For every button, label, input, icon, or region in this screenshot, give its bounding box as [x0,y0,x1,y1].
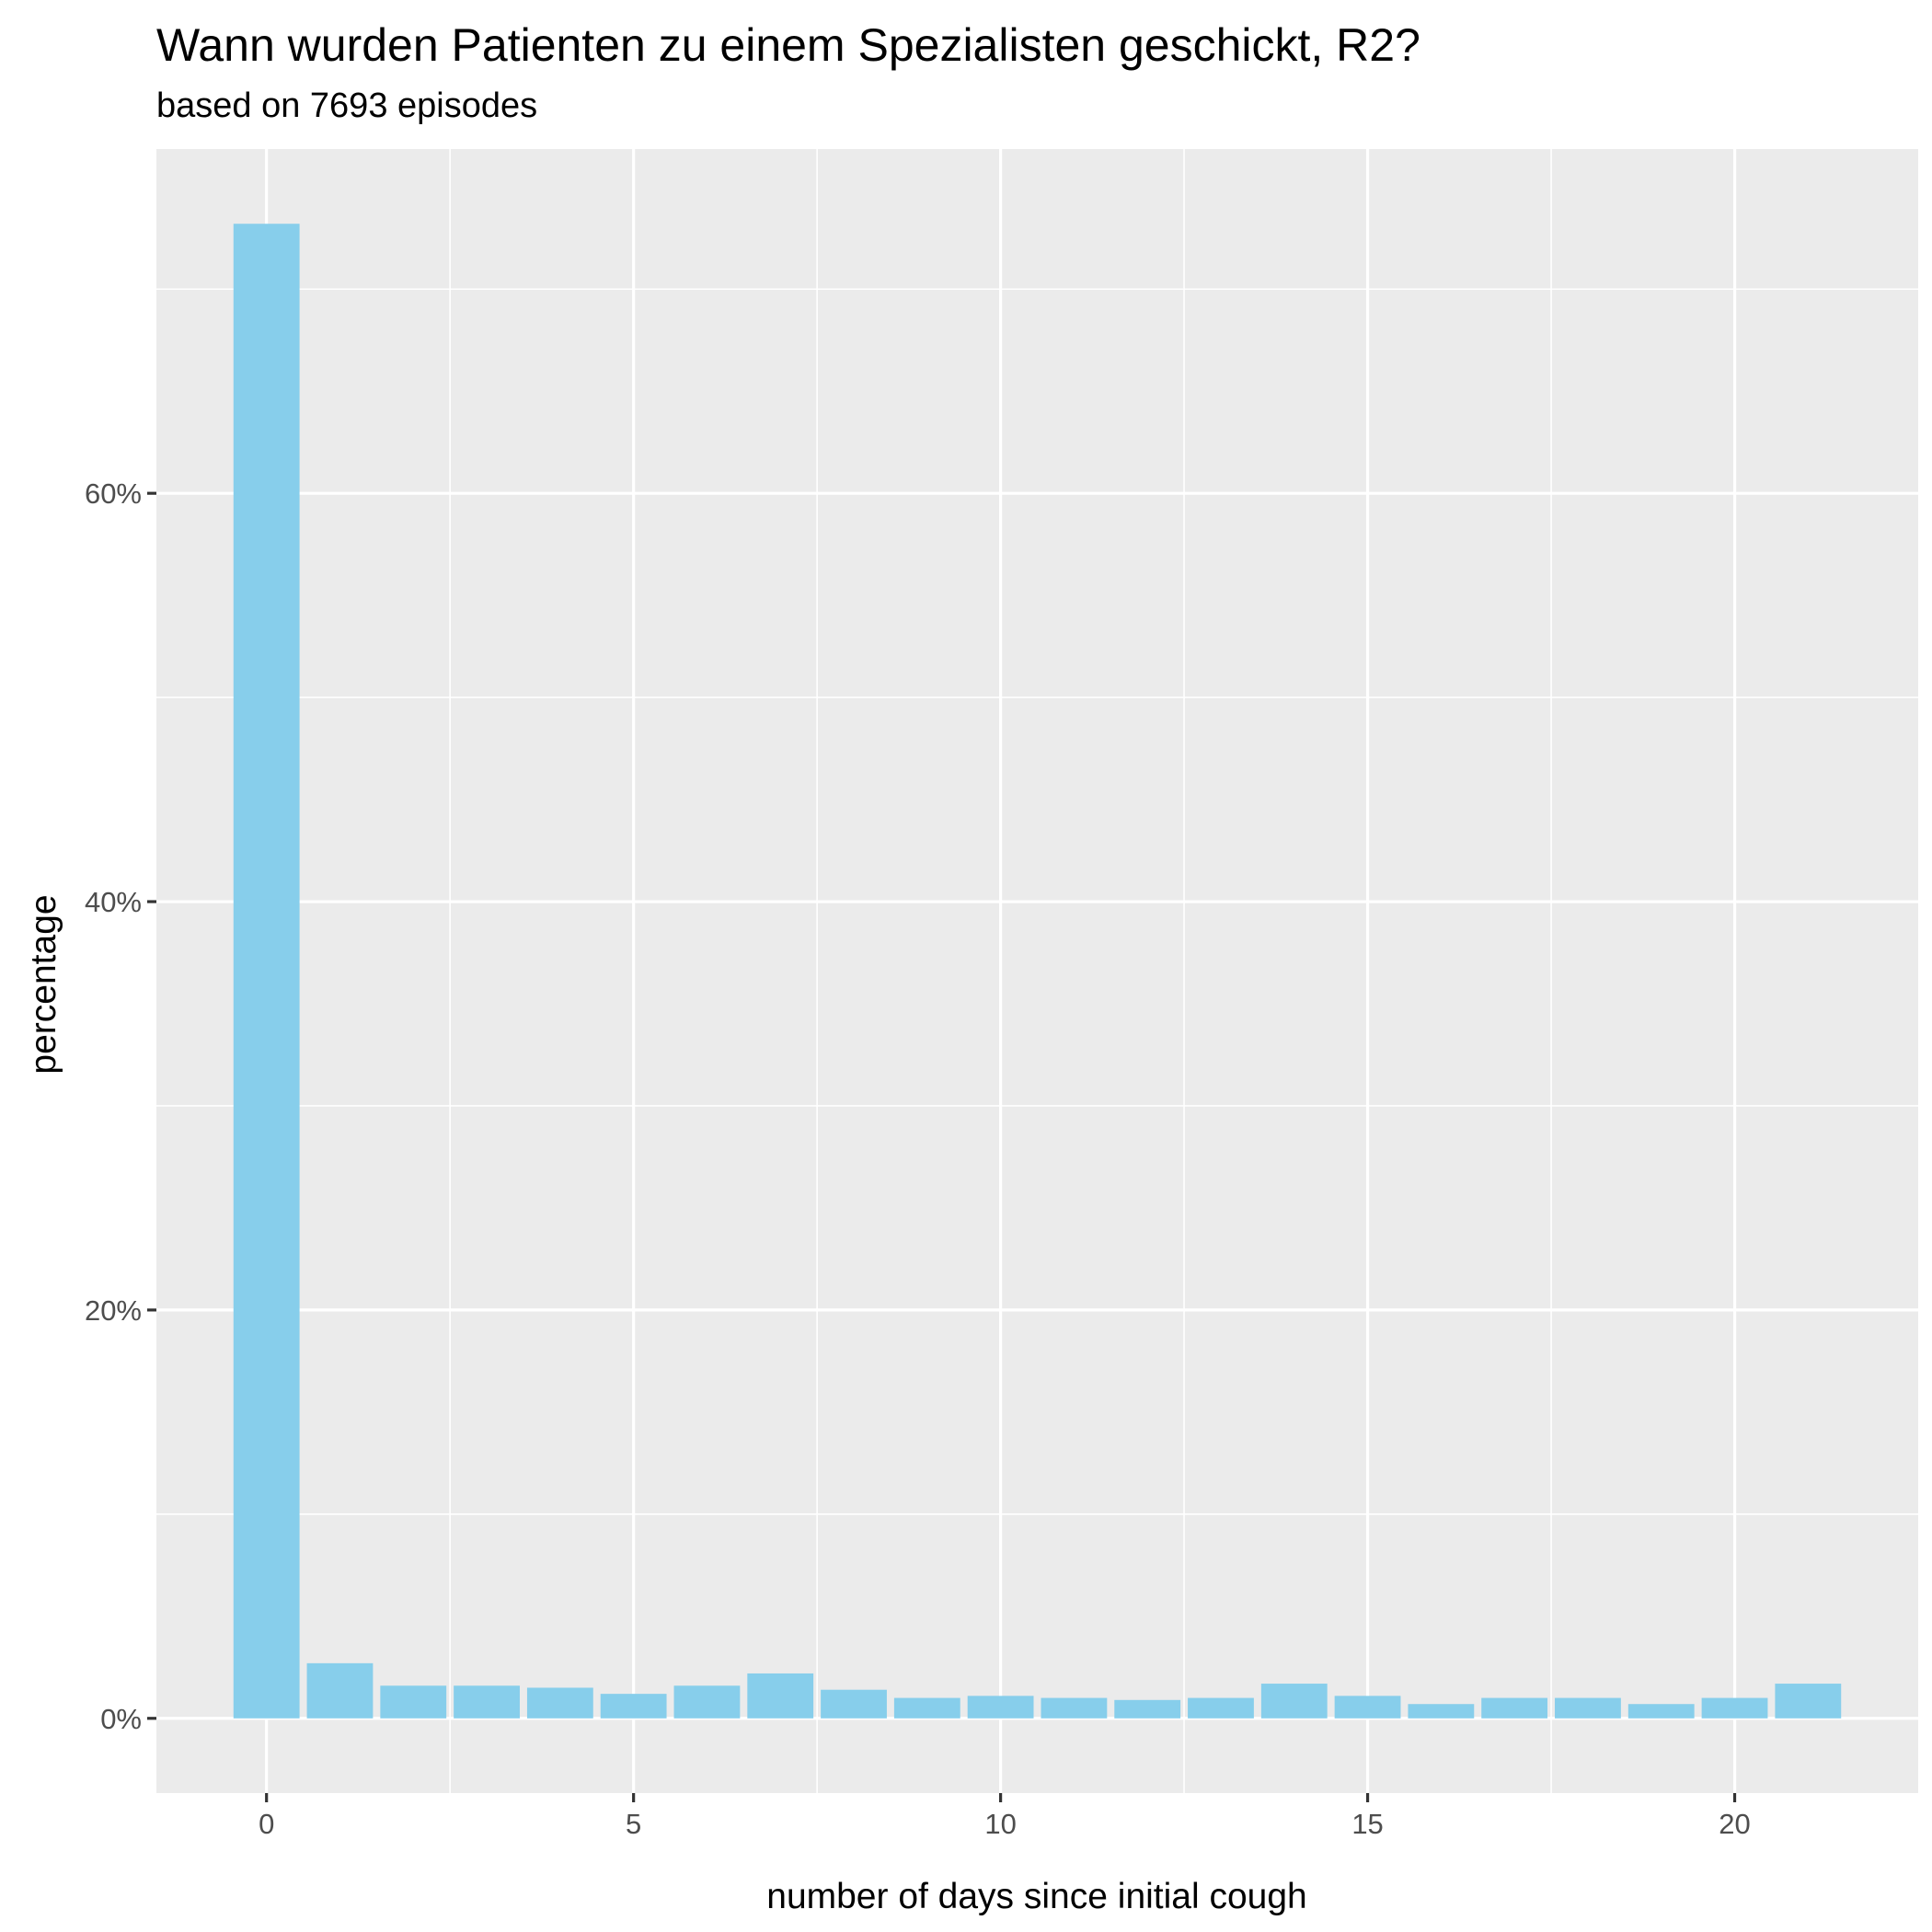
chart-title: Wann wurden Patienten zu einem Spezialis… [156,19,1420,71]
plot-panel [156,149,1918,1793]
bar-day-10 [967,1696,1034,1719]
y-tick-label: 20% [85,1294,142,1327]
bar-day-11 [1041,1697,1108,1719]
bar-day-18 [1555,1697,1621,1719]
x-axis-title: number of days since initial cough [766,1877,1307,1916]
bar-day-16 [1408,1704,1475,1719]
x-tick-label: 20 [1719,1808,1750,1840]
bar-day-4 [526,1687,593,1719]
bar-day-17 [1481,1697,1548,1719]
bar-day-12 [1114,1699,1181,1719]
minor-gridlines [156,149,1918,1793]
chart-subtitle: based on 7693 episodes [156,86,537,125]
bar-day-21 [1775,1684,1842,1719]
bar-day-20 [1701,1697,1768,1719]
bar-day-6 [673,1685,741,1719]
y-axis-title: percentage [24,894,63,1074]
y-tick-label: 0% [100,1703,142,1735]
y-tick-label: 60% [85,477,142,510]
bar-day-15 [1334,1696,1401,1719]
bar-day-3 [454,1685,520,1719]
y-axis: 0% 20% 40% 60% [85,477,156,1735]
bar-day-1 [306,1662,374,1719]
major-gridlines [156,149,1918,1793]
bar-day-5 [600,1694,667,1719]
bar-day-13 [1188,1697,1254,1719]
bar-day-0 [233,224,300,1719]
x-tick-label: 5 [626,1808,641,1840]
bars [233,224,1842,1719]
bar-day-7 [747,1673,814,1719]
x-tick-label: 10 [984,1808,1016,1840]
x-tick-label: 15 [1351,1808,1383,1840]
x-tick-label: 0 [259,1808,274,1840]
bar-day-14 [1260,1684,1328,1719]
bar-day-9 [893,1697,960,1719]
x-axis: 0 5 10 15 20 [259,1793,1751,1840]
bar-day-2 [380,1685,447,1719]
y-tick-label: 40% [85,886,142,918]
bar-day-8 [821,1689,887,1719]
bar-day-19 [1627,1704,1695,1719]
